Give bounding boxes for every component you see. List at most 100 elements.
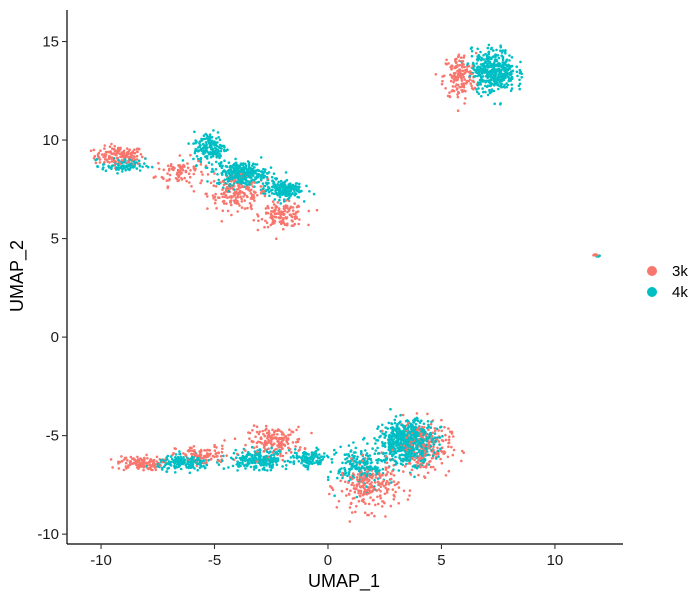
data-point-4k [407, 444, 410, 448]
data-point-3k [354, 487, 357, 491]
data-point-3k [263, 434, 267, 438]
data-point-3k [437, 452, 440, 456]
data-point-3k [252, 446, 256, 450]
data-point-3k [253, 199, 256, 202]
data-point-3k [285, 440, 289, 444]
data-point-3k [434, 73, 438, 76]
data-point-4k [500, 77, 504, 81]
data-point-4k [275, 463, 279, 467]
data-point-4k [298, 189, 301, 192]
data-point-4k [494, 79, 497, 83]
data-point-4k [395, 443, 398, 446]
y-tick-label: 0 [51, 329, 59, 346]
data-point-4k [347, 444, 351, 447]
y-tick-label: 10 [42, 132, 59, 149]
data-point-3k [419, 465, 423, 468]
data-point-3k [282, 213, 285, 216]
data-point-3k [234, 196, 238, 199]
data-point-4k [408, 454, 411, 458]
data-point-4k [518, 68, 522, 72]
data-point-4k [295, 189, 299, 192]
data-point-4k [472, 68, 476, 71]
data-point-4k [418, 449, 421, 452]
data-point-4k [398, 447, 401, 450]
data-point-4k [497, 76, 500, 80]
data-point-3k [274, 436, 277, 439]
data-point-4k [135, 167, 139, 170]
data-point-4k [480, 77, 483, 80]
data-point-3k [393, 483, 397, 487]
data-point-3k [291, 215, 294, 219]
data-point-4k [231, 457, 234, 461]
data-point-4k [336, 476, 339, 480]
data-point-3k [285, 217, 288, 220]
data-point-3k [157, 167, 161, 171]
data-point-3k [430, 434, 434, 438]
data-point-3k [266, 441, 270, 445]
data-point-3k [448, 430, 452, 434]
data-point-4k [122, 160, 126, 164]
data-point-3k [181, 168, 185, 172]
data-point-4k [230, 166, 233, 169]
data-point-3k [206, 207, 209, 210]
data-point-3k [246, 187, 250, 190]
data-point-3k [351, 481, 355, 485]
data-point-4k [270, 192, 274, 195]
data-point-4k [248, 180, 252, 183]
y-tick-label: -10 [37, 526, 59, 543]
data-point-4k [247, 161, 251, 164]
data-point-4k [235, 167, 238, 170]
data-point-3k [392, 498, 396, 501]
data-point-3k [103, 144, 107, 147]
data-point-4k [423, 458, 427, 462]
data-point-3k [278, 436, 282, 440]
data-point-3k [261, 429, 265, 433]
data-point-4k [500, 85, 503, 89]
data-point-4k [190, 463, 194, 467]
data-point-3k [275, 205, 279, 209]
data-point-4k [181, 159, 185, 162]
data-point-4k [293, 448, 297, 451]
data-point-4k [343, 473, 347, 476]
data-point-4k [421, 450, 425, 453]
data-point-3k [186, 166, 190, 170]
data-point-3k [452, 81, 455, 84]
data-point-4k [186, 457, 189, 460]
data-point-3k [270, 210, 273, 213]
data-point-4k [418, 421, 422, 424]
data-point-4k [116, 172, 119, 175]
data-point-3k [437, 440, 441, 443]
data-point-4k [495, 58, 498, 62]
data-point-4k [397, 449, 400, 453]
data-point-4k [303, 450, 306, 454]
data-point-3k [339, 479, 343, 483]
data-point-3k [122, 149, 126, 153]
data-point-3k [462, 84, 466, 88]
data-point-4k [257, 169, 261, 172]
data-point-4k [182, 459, 186, 463]
data-point-4k [267, 190, 271, 194]
data-point-4k [246, 173, 249, 176]
data-point-4k [267, 181, 270, 185]
data-point-3k [447, 445, 450, 449]
data-point-3k [431, 456, 435, 460]
data-point-3k [380, 505, 384, 508]
data-point-3k [270, 216, 274, 220]
data-point-4k [401, 429, 405, 433]
data-point-4k [128, 163, 131, 166]
data-point-4k [374, 449, 378, 452]
data-point-4k [104, 169, 108, 172]
legend-key-4k [647, 287, 657, 297]
data-point-4k [291, 183, 295, 187]
data-point-3k [244, 443, 247, 447]
data-point-4k [205, 144, 208, 147]
data-point-3k [470, 84, 473, 88]
data-point-3k [204, 192, 207, 196]
data-point-3k [460, 79, 464, 82]
data-point-4k [415, 434, 418, 438]
data-point-3k [389, 504, 393, 508]
data-point-3k [465, 81, 469, 84]
data-point-4k [421, 454, 424, 458]
data-point-4k [345, 457, 349, 460]
